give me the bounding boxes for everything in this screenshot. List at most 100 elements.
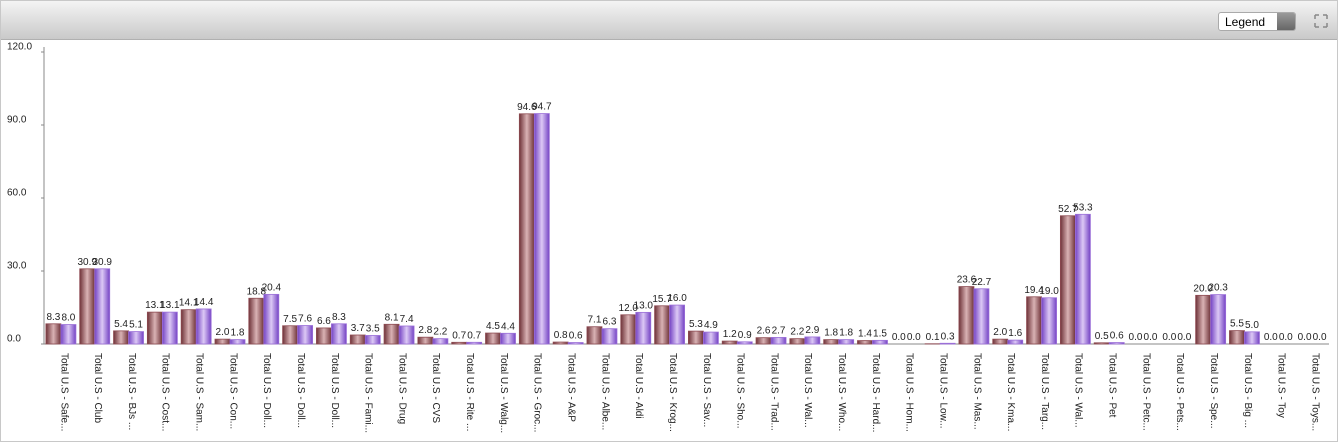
x-tick-label: Total U.S - Wal... xyxy=(1073,353,1084,428)
value-label: 94.7 xyxy=(532,102,552,113)
value-label: 30.9 xyxy=(92,257,112,268)
value-label: 20.4 xyxy=(262,282,282,293)
bar xyxy=(466,341,483,345)
bar xyxy=(586,326,603,345)
value-label: 6.3 xyxy=(603,317,617,328)
value-label: 2.2 xyxy=(433,327,447,338)
bar xyxy=(60,324,77,345)
x-tick-label: Total U.S - Con... xyxy=(227,353,238,429)
bar xyxy=(1195,294,1212,345)
bar xyxy=(620,314,637,345)
bar xyxy=(128,331,144,345)
y-tick-label: 90.0 xyxy=(7,115,27,126)
bar xyxy=(635,311,652,345)
value-label: 20.3 xyxy=(1208,283,1228,294)
bar xyxy=(958,286,975,345)
bar xyxy=(1093,342,1110,345)
bar xyxy=(146,311,163,345)
y-tick-label: 0.0 xyxy=(7,334,21,345)
value-label: 0.1 xyxy=(926,332,940,343)
bar xyxy=(992,338,1009,345)
value-label: 0.7 xyxy=(452,330,466,341)
value-label: 1.4 xyxy=(858,329,872,340)
value-label: 18.8 xyxy=(247,286,267,297)
value-label: 0.0 xyxy=(1144,332,1158,343)
expand-icon[interactable] xyxy=(1313,13,1329,29)
bar xyxy=(45,323,62,345)
value-label: 0.0 xyxy=(1279,332,1293,343)
value-label: 7.5 xyxy=(283,314,297,325)
value-label: 23.6 xyxy=(957,275,977,286)
x-tick-label: Total U.S - Doll... xyxy=(329,353,340,428)
value-label: 2.8 xyxy=(418,325,432,336)
value-label: 7.4 xyxy=(400,314,414,325)
x-tick-label: Total U.S - Wal... xyxy=(802,353,813,428)
legend-dropdown[interactable]: Legend xyxy=(1218,12,1296,31)
value-label: 53.3 xyxy=(1073,202,1093,213)
value-label: 0.9 xyxy=(738,330,752,341)
bar xyxy=(669,304,685,345)
value-label: 14.4 xyxy=(194,297,214,308)
value-label: 8.3 xyxy=(332,312,346,323)
value-label: 13.1 xyxy=(160,300,180,311)
bar xyxy=(398,325,415,345)
bar xyxy=(789,338,806,345)
value-label: 2.2 xyxy=(790,327,804,338)
value-label: 13.1 xyxy=(145,300,165,311)
bar xyxy=(485,332,501,345)
value-label: 0.0 xyxy=(1129,332,1143,343)
bar xyxy=(180,309,197,345)
bar xyxy=(383,323,400,345)
value-label: 7.1 xyxy=(588,315,602,326)
value-label: 0.0 xyxy=(892,332,906,343)
bar xyxy=(567,342,584,345)
value-label: 0.0 xyxy=(1162,332,1176,343)
bar xyxy=(552,341,569,345)
value-label: 5.5 xyxy=(1230,319,1244,330)
x-tick-label: Total U.S - Big ... xyxy=(1242,353,1253,428)
x-tick-label: Total U.S - Sho... xyxy=(735,353,746,429)
x-tick-label: Total U.S - BJs ... xyxy=(126,353,137,430)
bar xyxy=(939,342,956,345)
value-label: 5.0 xyxy=(1245,320,1259,331)
x-tick-label: Total U.S - Toy xyxy=(1276,353,1287,418)
chart: 0.0 30.0 60.0 90.0 120.0 Total U.S - Safe... 8… xyxy=(7,42,1329,433)
bar xyxy=(94,268,111,345)
value-label: 8.0 xyxy=(61,313,75,324)
x-tick-label: Total U.S - Sam... xyxy=(194,353,205,431)
value-label: 0.0 xyxy=(1177,332,1191,343)
bar xyxy=(316,327,332,345)
x-tick-label: Total U.S - Safe... xyxy=(58,353,69,431)
bar xyxy=(823,339,840,345)
value-label: 52.7 xyxy=(1058,204,1078,215)
bar xyxy=(229,339,246,345)
bar xyxy=(331,323,347,345)
bar xyxy=(297,325,314,345)
value-label: 5.4 xyxy=(114,319,128,330)
value-label: 4.9 xyxy=(704,320,718,331)
x-tick-label: Total U.S - Pet xyxy=(1107,353,1118,418)
x-tick-label: Total U.S - Groc... xyxy=(532,353,543,432)
x-tick-label: Total U.S - Who... xyxy=(836,353,847,431)
dropdown-arrow[interactable] xyxy=(1277,13,1295,30)
bar xyxy=(770,337,787,345)
x-tick-label: Total U.S - Pets... xyxy=(1174,353,1185,431)
bar xyxy=(432,338,449,345)
bar xyxy=(1108,342,1125,345)
value-label: 5.1 xyxy=(129,320,143,331)
value-label: 1.8 xyxy=(231,328,245,339)
value-label: 22.7 xyxy=(972,277,992,288)
x-tick-label: Total U.S - Sav... xyxy=(701,353,712,427)
value-label: 0.5 xyxy=(1095,331,1109,342)
x-tick-label: Total U.S - Doll... xyxy=(261,353,272,428)
bar xyxy=(857,340,873,345)
value-label: 1.8 xyxy=(824,328,838,339)
x-tick-label: Total U.S - Petc... xyxy=(1140,353,1151,431)
x-tick-label: Total U.S - Toys... xyxy=(1309,353,1320,431)
bar xyxy=(79,268,96,345)
value-label: 15.7 xyxy=(652,294,672,305)
value-label: 12.0 xyxy=(619,303,639,314)
value-label: 8.1 xyxy=(385,312,399,323)
value-label: 0.0 xyxy=(907,332,921,343)
value-label: 0.6 xyxy=(569,331,583,342)
